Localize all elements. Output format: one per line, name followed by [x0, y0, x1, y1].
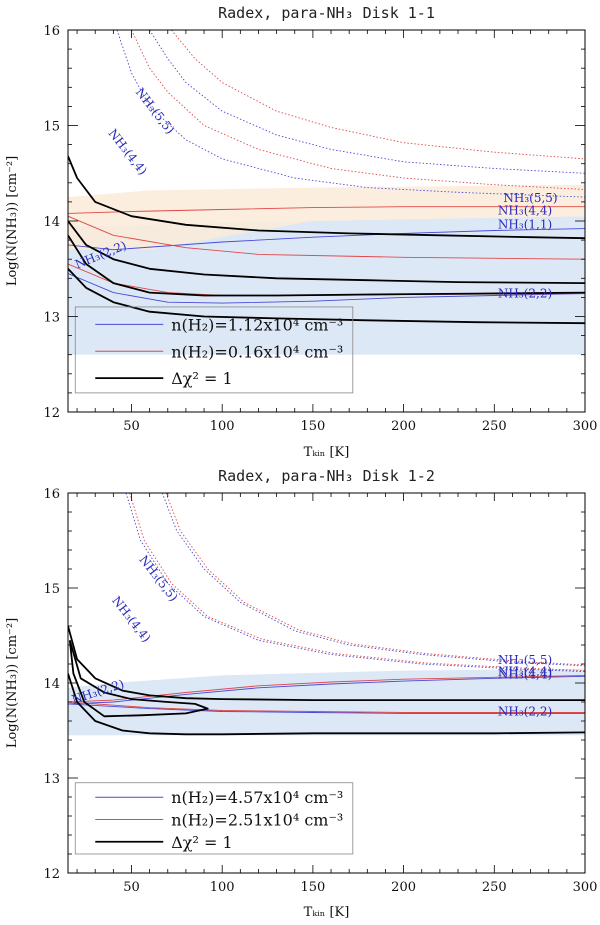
- series-line: [68, 206, 585, 214]
- series-line: [68, 625, 585, 701]
- y-tick-label: 13: [43, 772, 60, 787]
- legend-label: n(H₂)=1.12x10⁴ cm⁻³: [171, 315, 343, 334]
- curve-label: NH₃(5,5): [133, 85, 177, 136]
- legend-label: Δχ² = 1: [171, 833, 232, 852]
- series-line: [68, 220, 585, 284]
- series-line: [68, 675, 585, 705]
- plot-area: NH₃(5,5)NH₃(4,4)NH₃(5,5)NH₃(4,4)NH₃(1,1)…: [68, 30, 585, 355]
- x-tick-label: 300: [573, 880, 598, 895]
- series-line: [68, 273, 585, 304]
- series-line: [68, 701, 585, 713]
- curve-label: NH₃(2,2): [498, 704, 552, 718]
- x-tick-label: 300: [573, 419, 598, 434]
- x-tick-label: 50: [123, 419, 140, 434]
- series-line: [68, 640, 209, 718]
- series-line: [68, 215, 585, 260]
- plot-area: NH₃(5,5)NH₃(4,4)NH₃(5,5)NH₃(4,4)NH₃(4,4)…: [68, 493, 585, 736]
- x-tick-label: 150: [300, 880, 325, 895]
- x-axis-label: Tₖᵢₙ [K]: [304, 445, 350, 460]
- x-tick-label: 250: [482, 880, 507, 895]
- y-axis-label: Log(N(NH₃)) [cm⁻²]: [5, 618, 20, 748]
- curve-label: NH₃(2,2): [498, 286, 552, 300]
- curve-label: NH₃(5,5): [503, 191, 557, 205]
- series-line: [165, 493, 585, 666]
- curve-label: NH₃(4,4): [498, 203, 552, 217]
- legend-label: n(H₂)=4.57x10⁴ cm⁻³: [171, 788, 343, 807]
- chart-title: Radex, para-NH₃ Disk 1-1: [218, 4, 435, 22]
- x-tick-label: 200: [391, 880, 416, 895]
- x-tick-label: 100: [210, 419, 235, 434]
- y-tick-label: 12: [43, 867, 60, 882]
- series-line: [68, 234, 585, 297]
- series-line: [171, 30, 585, 160]
- y-tick-label: 13: [43, 311, 60, 326]
- series-line: [68, 228, 585, 251]
- confidence-band: [68, 216, 585, 355]
- series-line: [68, 155, 585, 240]
- legend-box: [74, 782, 354, 855]
- curve-label: NH₃(1,1): [498, 218, 552, 232]
- legend-label: n(H₂)=2.51x10⁴ cm⁻³: [171, 810, 343, 829]
- y-tick-label: 14: [43, 215, 60, 230]
- confidence-band: [68, 668, 585, 736]
- curve-label: NH₃(4,4): [498, 667, 552, 681]
- x-tick-label: 100: [210, 880, 235, 895]
- y-tick-label: 14: [43, 677, 60, 692]
- series-line: [68, 674, 585, 703]
- chart-title: Radex, para-NH₃ Disk 1-2: [218, 467, 435, 485]
- series-line: [125, 493, 585, 673]
- curve-label: NH₃(4,4): [498, 664, 552, 678]
- y-tick-label: 15: [43, 582, 60, 597]
- y-tick-label: 12: [43, 406, 60, 421]
- x-axis-label: Tₖᵢₙ [K]: [304, 905, 350, 920]
- curve-label: NH₃(4,4): [109, 594, 153, 645]
- legend-box: [74, 306, 354, 394]
- series-line: [131, 30, 585, 190]
- y-tick-label: 16: [43, 24, 60, 39]
- series-line: [161, 493, 585, 667]
- confidence-band: [68, 184, 585, 250]
- series-line: [68, 673, 585, 736]
- x-tick-label: 250: [482, 419, 507, 434]
- x-tick-label: 150: [300, 419, 325, 434]
- legend-label: n(H₂)=0.16x10⁴ cm⁻³: [171, 342, 343, 361]
- y-tick-label: 16: [43, 487, 60, 502]
- curve-label: NH₃(5,5): [136, 553, 180, 604]
- x-tick-label: 50: [123, 880, 140, 895]
- y-axis-label: Log(N(NH₃)) [cm⁻²]: [5, 156, 20, 286]
- y-tick-label: 15: [43, 120, 60, 135]
- chart-panel-1: NH₃(5,5)NH₃(4,4)NH₃(5,5)NH₃(4,4)NH₃(1,1)…: [5, 4, 597, 460]
- legend-label: Δχ² = 1: [171, 369, 232, 388]
- curve-label: NH₃(4,4): [106, 126, 150, 177]
- x-tick-label: 200: [391, 419, 416, 434]
- series-line: [68, 703, 585, 714]
- series-line: [149, 30, 585, 174]
- curve-label: NH₃(5,5): [498, 653, 552, 667]
- series-line: [129, 493, 585, 672]
- series-line: [68, 268, 585, 325]
- chart-panel-2: NH₃(5,5)NH₃(4,4)NH₃(5,5)NH₃(4,4)NH₃(4,4)…: [5, 467, 597, 920]
- series-line: [116, 30, 585, 198]
